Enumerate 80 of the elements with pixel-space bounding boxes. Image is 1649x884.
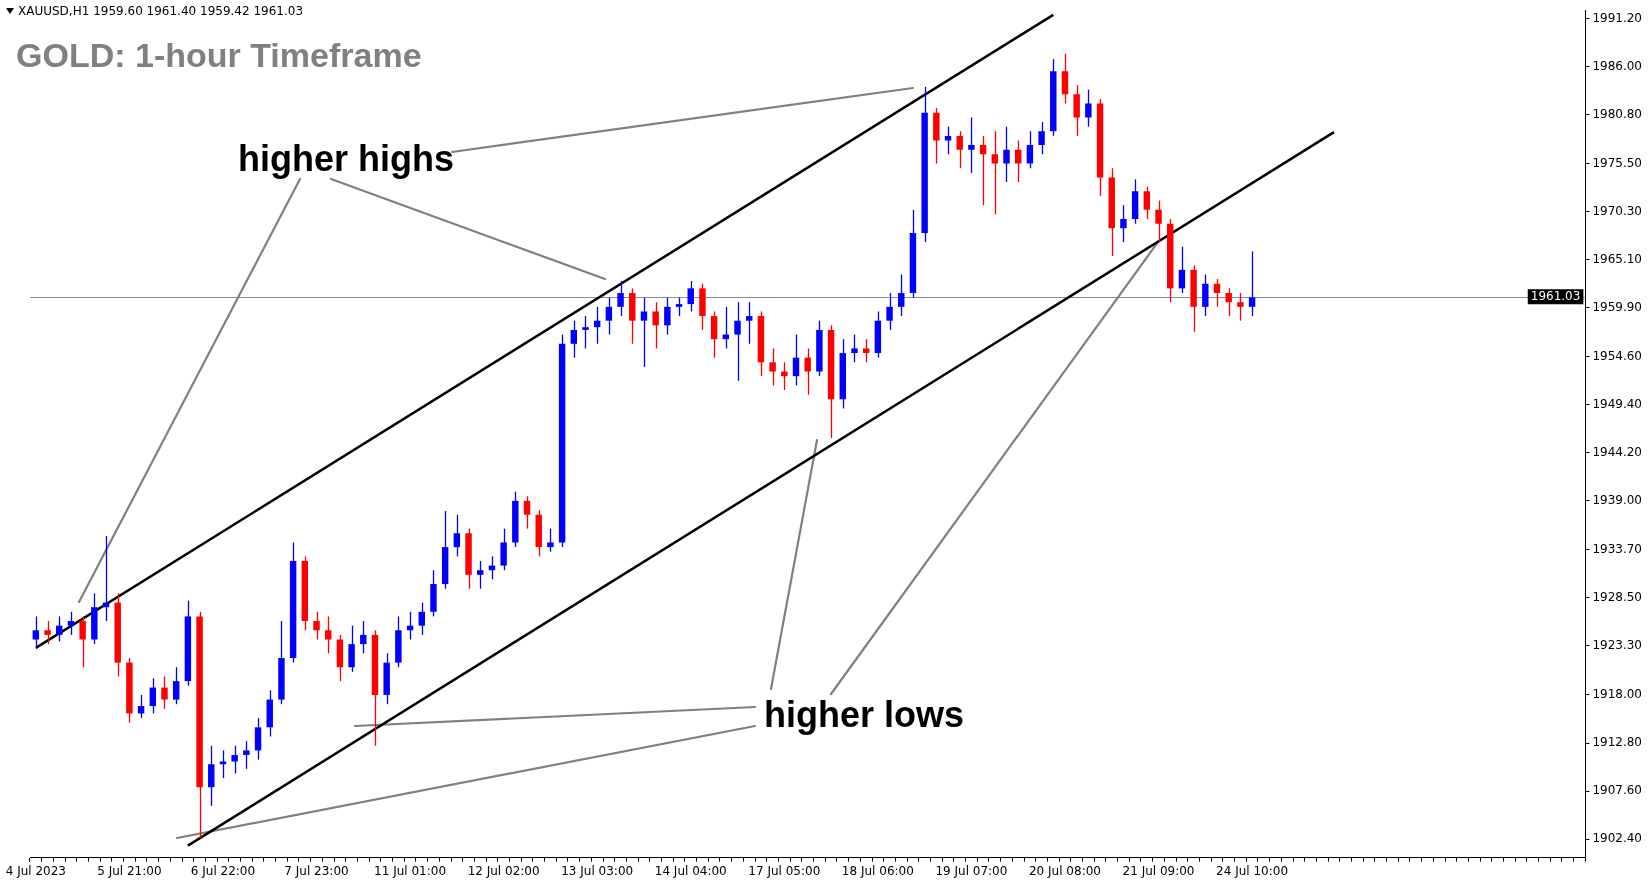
y-tick-label: 1939.00	[1592, 493, 1642, 508]
x-tick-label: 12 Jul 02:00	[467, 863, 540, 878]
candlestick	[851, 333, 858, 363]
candlestick	[968, 116, 975, 174]
candlestick	[1155, 199, 1162, 243]
y-tick-label: 1902.40	[1592, 831, 1642, 846]
candlestick	[1237, 292, 1244, 322]
chart-subtitle: XAUUSD,H1 1959.60 1961.40 1959.42 1961.03	[18, 4, 304, 18]
y-tick-label: 1954.60	[1592, 348, 1642, 363]
y-tick-label: 1912.80	[1592, 735, 1642, 750]
candlestick	[383, 652, 390, 705]
y-tick-label: 1949.40	[1592, 396, 1642, 411]
candlestick	[360, 620, 367, 655]
y-tick-label: 1928.50	[1592, 590, 1642, 605]
candlestick	[1190, 264, 1197, 333]
candlestick	[1225, 287, 1232, 317]
candlestick	[44, 620, 51, 645]
candlestick	[114, 592, 121, 678]
y-tick-label: 1975.50	[1592, 155, 1642, 170]
candlestick	[313, 611, 320, 641]
x-tick-label: 4 Jul 2023	[5, 863, 66, 878]
x-tick-label: 7 Jul 23:00	[284, 863, 349, 878]
candlestick	[664, 296, 671, 336]
candlestick	[430, 569, 437, 618]
y-tick-label: 1944.20	[1592, 444, 1642, 459]
candlestick	[348, 625, 355, 673]
candlestick	[161, 675, 168, 710]
x-tick-label: 20 Jul 08:00	[1028, 863, 1101, 878]
y-tick-label: 1959.90	[1592, 299, 1642, 314]
x-tick-label: 19 Jul 07:00	[935, 863, 1008, 878]
x-tick-label: 17 Jul 05:00	[748, 863, 821, 878]
candlestick	[512, 491, 519, 548]
x-tick-label: 14 Jul 04:00	[654, 863, 727, 878]
annotation: higher lows	[764, 694, 965, 736]
ref-line-label: 1961.03	[1530, 289, 1581, 304]
x-tick-label: 6 Jul 22:00	[190, 863, 256, 878]
candlestick	[535, 509, 542, 557]
x-tick-label: 13 Jul 03:00	[561, 863, 634, 878]
candlestick	[933, 107, 940, 165]
candlestick	[196, 611, 203, 839]
x-tick-label: 11 Jul 01:00	[374, 863, 447, 878]
x-tick-label: 5 Jul 21:00	[97, 863, 162, 878]
candlestick	[1202, 273, 1209, 317]
candlestick	[126, 657, 133, 724]
annotation: higher highs	[238, 138, 454, 180]
x-tick-label: 18 Jul 06:00	[841, 863, 914, 878]
y-tick-label: 1965.10	[1592, 251, 1642, 266]
candlestick	[1038, 121, 1045, 156]
y-tick-label: 1907.60	[1592, 783, 1642, 798]
candlestick	[500, 527, 507, 571]
candlestick	[1120, 204, 1127, 243]
candlestick	[582, 315, 589, 350]
y-tick-label: 1923.30	[1592, 638, 1642, 653]
y-tick-label: 1991.20	[1592, 10, 1642, 25]
text: GOLD: 1-hour Timeframe	[16, 36, 422, 75]
candlestick	[617, 280, 624, 317]
candlestick	[243, 740, 250, 770]
candlestick	[652, 301, 659, 350]
candlestick	[886, 292, 893, 331]
candlestick	[79, 615, 86, 668]
candlestick	[465, 527, 472, 590]
candlestick	[769, 347, 776, 387]
y-tick-label: 1918.00	[1592, 687, 1642, 702]
candlestick	[816, 320, 823, 377]
candlestick	[395, 615, 402, 668]
y-tick-label: 1980.80	[1592, 106, 1642, 121]
candlestick	[1073, 84, 1080, 137]
candlestick	[921, 86, 928, 243]
candlestick	[1003, 125, 1010, 183]
y-tick-label: 1970.30	[1592, 203, 1642, 218]
candlestick	[278, 620, 285, 705]
y-tick-label: 1933.70	[1592, 542, 1642, 556]
candlestick	[699, 283, 706, 331]
x-tick-label: 24 Jul 10:00	[1216, 863, 1289, 878]
candlestick	[804, 347, 811, 396]
candlestick	[547, 527, 554, 553]
x-tick-label: 21 Jul 09:00	[1122, 863, 1195, 878]
y-tick-label: 1986.00	[1592, 58, 1642, 73]
candlestick	[91, 592, 98, 645]
candlestick	[734, 301, 741, 382]
